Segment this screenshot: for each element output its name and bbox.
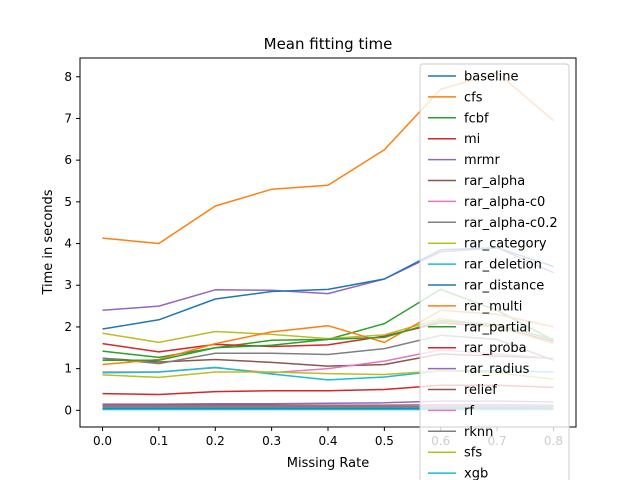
legend-label: fcbf (464, 111, 489, 126)
x-tick-label: 0.2 (206, 434, 225, 448)
x-tick-label: 0.0 (93, 434, 112, 448)
legend-label: rar_deletion (464, 258, 542, 273)
legend-label: cfs (464, 90, 483, 105)
legend-label: baseline (464, 70, 518, 85)
legend-label: mrmr (464, 153, 500, 168)
y-tick-label: 6 (64, 153, 72, 167)
y-tick-label: 7 (64, 111, 72, 125)
y-tick-label: 2 (64, 320, 72, 334)
legend-box (419, 63, 570, 480)
legend-label: mi (464, 132, 480, 147)
y-tick-label: 4 (64, 237, 72, 251)
x-tick-label: 0.3 (262, 434, 281, 448)
y-tick-label: 5 (64, 195, 72, 209)
legend-label: rar_alpha (464, 174, 525, 189)
y-tick-label: 0 (64, 403, 72, 417)
legend-label: relief (464, 383, 497, 398)
legend-label: xgb (464, 467, 488, 480)
legend-label: rar_radius (464, 362, 530, 377)
legend-label: rf (464, 404, 474, 419)
y-tick-label: 3 (64, 278, 72, 292)
legend-label: rar_distance (464, 279, 544, 294)
legend-label: rar_category (464, 237, 547, 252)
y-tick-label: 8 (64, 70, 72, 84)
legend-label: rar_proba (464, 341, 527, 356)
legend-label: rar_partial (464, 320, 531, 335)
legend: baseline cfs fcbf mi mrmr rar_alpha rar_alpha-… (419, 63, 570, 480)
x-tick-label: 0.1 (149, 434, 168, 448)
legend-label: rknn (464, 425, 493, 440)
legend-label: rar_alpha-c0.2 (464, 216, 558, 231)
y-tick-label: 1 (64, 362, 72, 376)
legend-label: sfs (464, 446, 482, 461)
legend-label: rar_multi (464, 299, 522, 314)
y-axis-label: Time in seconds (41, 189, 56, 295)
chart-title: Mean fitting time (264, 35, 393, 53)
x-tick-label: 0.5 (375, 434, 394, 448)
x-tick-label: 0.4 (318, 434, 337, 448)
legend-label: rar_alpha-c0 (464, 195, 545, 210)
x-axis-label: Missing Rate (287, 456, 369, 471)
